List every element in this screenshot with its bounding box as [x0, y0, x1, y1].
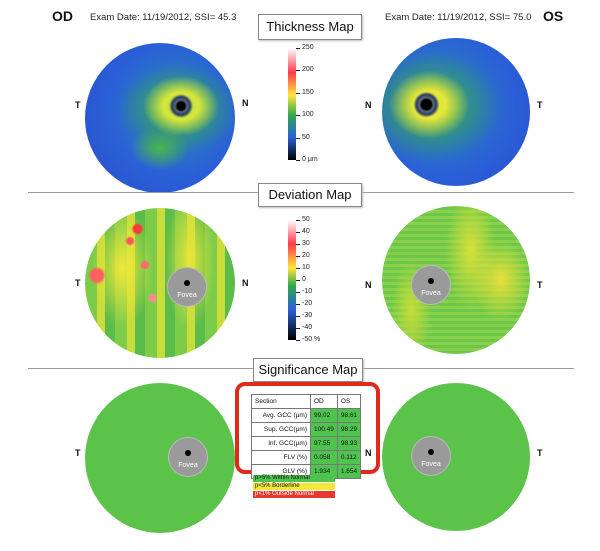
gcc-row-od: 99.02: [310, 408, 338, 423]
gcc-row-os: 98.29: [336, 422, 362, 437]
gcc-row-os: 98.61: [336, 408, 362, 423]
table-row: Avg. GCC (µm) 99.02 98.61: [251, 408, 362, 423]
thickness-scale-tick: [296, 48, 300, 49]
legend-borderline: p<5% Borderline: [253, 483, 335, 490]
thickness-scale-tick: [296, 70, 300, 72]
deviation-scale-tick: [296, 268, 300, 269]
thickness-scale-label: 50: [302, 133, 310, 141]
gcc-row-label: FLV (%): [251, 450, 311, 465]
os-significance-map: [382, 383, 530, 531]
os-deviation-nasal-label: N: [365, 280, 372, 290]
gcc-row-label: Sup. GCC(µm): [251, 422, 311, 437]
gcc-row-od: 100.49: [310, 422, 338, 437]
thickness-scale-tick: [296, 115, 300, 117]
os-thickness-temporal-label: T: [537, 100, 543, 110]
gcc-row-os: 0.112: [336, 450, 362, 465]
thickness-scale-tick: [296, 137, 300, 139]
deviation-scale-tick: [296, 220, 300, 221]
deviation-scale-tick: [296, 304, 300, 305]
deviation-scale-label: 40: [302, 228, 310, 235]
gcc-table: Section OD OS Avg. GCC (µm) 99.02 98.61 …: [251, 394, 362, 479]
os-significance-temporal-label: T: [537, 448, 543, 458]
thickness-scale-label: 0 µm: [302, 156, 318, 163]
gcc-table-header: Section OD OS: [251, 394, 362, 409]
gcc-row-od: 0.058: [310, 450, 338, 465]
deviation-scale-label: 20: [302, 252, 310, 259]
deviation-scale-label: 0: [302, 276, 306, 283]
legend-within-normal: p>5% Within Normal: [253, 475, 335, 482]
deviation-scale-label: -20: [302, 300, 313, 307]
thickness-color-scale: [288, 48, 296, 160]
gcc-table-highlight: Section OD OS Avg. GCC (µm) 99.02 98.61 …: [235, 382, 380, 479]
os-deviation-temporal-label: T: [537, 280, 543, 290]
thickness-scale-label: 100: [302, 111, 314, 119]
od-exam-info: Exam Date: 11/19/2012, SSI= 45.3: [90, 12, 237, 23]
table-row: FLV (%) 0.058 0.112: [251, 450, 362, 465]
thickness-scale-label: 250: [302, 44, 314, 51]
deviation-scale-tick: [296, 244, 300, 245]
od-deviation-fovea: Fovea: [167, 267, 207, 307]
deviation-color-scale: [288, 220, 296, 340]
os-significance-fovea: Fovea: [411, 436, 451, 476]
thickness-scale-label: 200: [302, 66, 314, 74]
os-thickness-map: [382, 38, 530, 186]
od-deviation-map: [85, 208, 235, 358]
deviation-map-title: Deviation Map: [258, 183, 362, 207]
gcc-row-label: Inf. GCC(µm): [251, 436, 311, 451]
table-row: Sup. GCC(µm) 100.49 98.29: [251, 422, 362, 437]
od-label: OD: [52, 8, 73, 24]
deviation-scale-label: -30: [302, 312, 313, 319]
deviation-scale-label: -10: [302, 288, 313, 295]
deviation-scale-label: 50: [302, 216, 310, 223]
os-thickness-nasal-label: N: [365, 100, 372, 110]
gcc-row-os: 98.93: [336, 436, 362, 451]
od-significance-temporal-label: T: [75, 448, 81, 458]
deviation-scale-tick: [296, 316, 300, 317]
significance-map-title: Significance Map: [253, 358, 363, 382]
deviation-scale-tick: [296, 292, 300, 293]
thickness-scale-label: 150: [302, 88, 314, 96]
od-thickness-nasal-label: N: [242, 98, 249, 108]
gcc-row-label: Avg. GCC (µm): [251, 408, 311, 423]
legend-outside-normal: p<1% Outside Normal: [253, 491, 335, 498]
os-label: OS: [543, 8, 564, 24]
deviation-scale-label: 30: [302, 240, 310, 247]
table-row: Inf. GCC(µm) 97.55 98.93: [251, 436, 362, 451]
gcc-header-od: OD: [310, 394, 338, 409]
gcc-row-od: 97.55: [310, 436, 338, 451]
od-deviation-nasal-label: N: [242, 278, 249, 288]
gcc-header-section: Section: [251, 394, 311, 409]
od-deviation-temporal-label: T: [75, 278, 81, 288]
deviation-scale-tick: [296, 280, 300, 281]
deviation-scale-label: -50 %: [302, 336, 321, 343]
gcc-row-os: 1.654: [336, 464, 362, 479]
os-exam-info: Exam Date: 11/19/2012, SSI= 75.0: [385, 12, 532, 23]
deviation-scale-tick: [296, 328, 300, 329]
od-thickness-map: [85, 43, 235, 193]
os-deviation-fovea: Fovea: [411, 265, 451, 305]
deviation-scale-tick: [296, 256, 300, 257]
od-significance-fovea: Fovea: [168, 437, 208, 477]
os-significance-nasal-label: N: [365, 448, 372, 458]
thickness-map-title: Thickness Map: [258, 14, 362, 40]
deviation-scale-label: -40: [302, 324, 313, 331]
deviation-scale-tick: [296, 340, 300, 341]
thickness-scale-tick: [296, 92, 300, 94]
od-significance-map: [85, 383, 235, 533]
gcc-header-os: OS: [336, 394, 362, 409]
os-deviation-map: [382, 206, 530, 354]
deviation-scale-tick: [296, 232, 300, 233]
thickness-scale-tick: [296, 160, 300, 161]
od-thickness-temporal-label: T: [75, 100, 81, 110]
deviation-scale-label: 10: [302, 264, 310, 271]
